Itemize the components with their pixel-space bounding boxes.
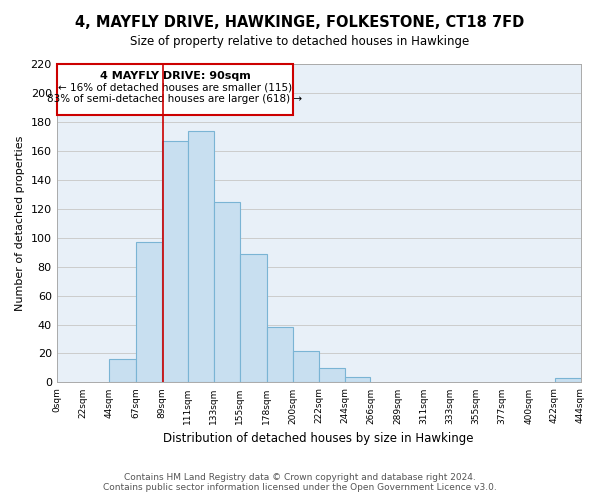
Bar [293, 350, 319, 382]
Text: ← 16% of detached houses are smaller (115): ← 16% of detached houses are smaller (11… [58, 83, 292, 93]
Bar [109, 360, 136, 382]
Text: 83% of semi-detached houses are larger (618) →: 83% of semi-detached houses are larger (… [47, 94, 302, 104]
Bar [554, 378, 581, 382]
Bar [319, 368, 344, 382]
Bar [214, 202, 239, 382]
Text: 4 MAYFLY DRIVE: 90sqm: 4 MAYFLY DRIVE: 90sqm [100, 71, 250, 81]
Bar [161, 140, 188, 382]
FancyBboxPatch shape [57, 64, 293, 114]
Text: 4, MAYFLY DRIVE, HAWKINGE, FOLKESTONE, CT18 7FD: 4, MAYFLY DRIVE, HAWKINGE, FOLKESTONE, C… [76, 15, 524, 30]
Bar [239, 254, 266, 382]
Bar [188, 130, 214, 382]
Y-axis label: Number of detached properties: Number of detached properties [15, 136, 25, 311]
Bar [344, 376, 370, 382]
Text: Contains HM Land Registry data © Crown copyright and database right 2024.
Contai: Contains HM Land Registry data © Crown c… [103, 473, 497, 492]
X-axis label: Distribution of detached houses by size in Hawkinge: Distribution of detached houses by size … [163, 432, 474, 445]
Text: Size of property relative to detached houses in Hawkinge: Size of property relative to detached ho… [130, 35, 470, 48]
Bar [136, 242, 161, 382]
Bar [266, 328, 293, 382]
